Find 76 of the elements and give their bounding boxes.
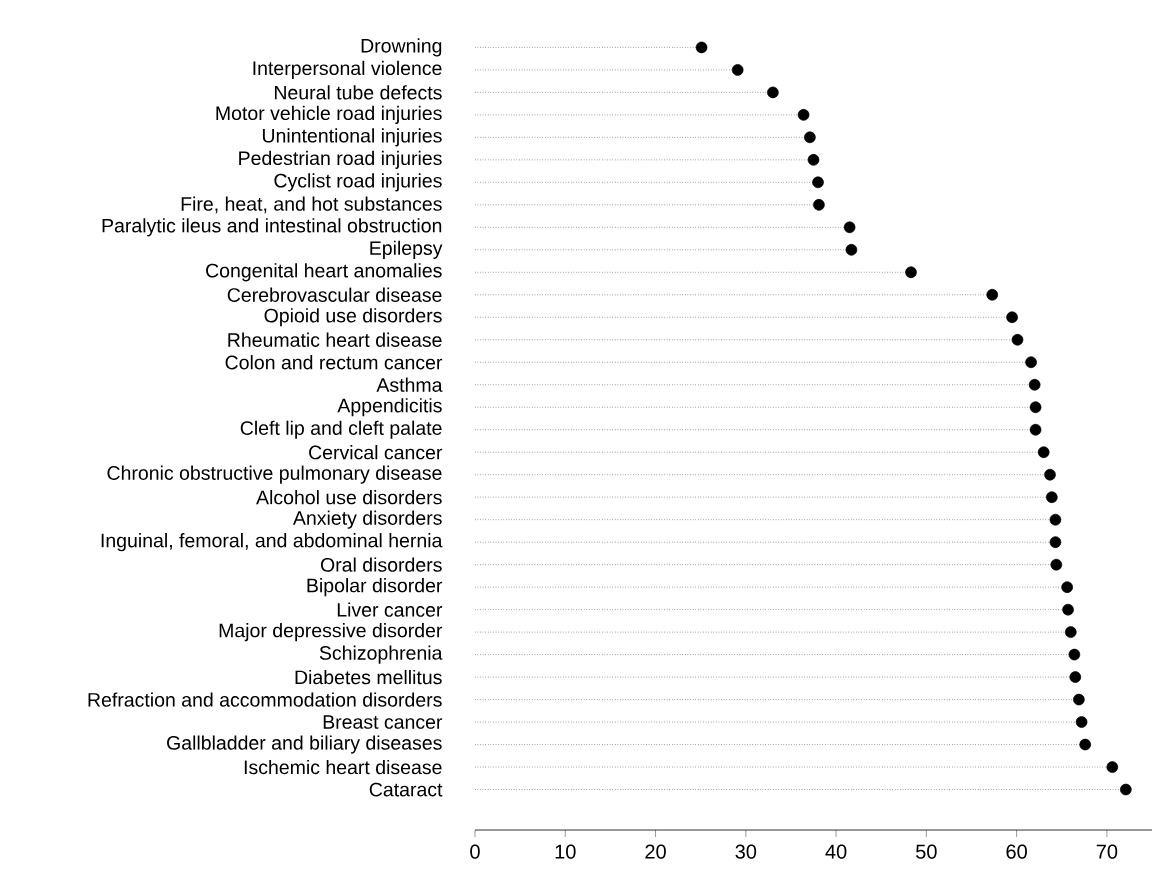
y-tick-label: Anxiety disorders xyxy=(292,510,442,529)
y-tick-label: Drowning xyxy=(361,38,442,57)
point xyxy=(1029,401,1042,414)
point xyxy=(807,154,820,166)
y-tick-label: Rheumatic heart disease xyxy=(228,332,442,347)
x-tick-label: 70 xyxy=(1096,844,1118,859)
point xyxy=(986,288,999,301)
point xyxy=(1069,671,1082,683)
point xyxy=(1025,356,1037,369)
y-tick-label: Cleft lip and cleft palate xyxy=(240,420,442,439)
y-tick-label: Paralytic ileus and intestinal obstruction xyxy=(102,218,442,237)
y-tick-label: Inguinal, femoral, and abdominal hernia xyxy=(101,533,443,552)
point xyxy=(1079,738,1092,751)
y-tick-label: Cervical cancer xyxy=(309,445,443,460)
y-tick-label: Opioid use disorders xyxy=(264,308,442,327)
point xyxy=(1046,491,1058,503)
point xyxy=(1075,716,1088,728)
y-tick-label: Congenital heart anomalies xyxy=(206,263,442,282)
x-tick-label: 20 xyxy=(645,844,666,859)
point xyxy=(905,266,917,279)
y-tick-label: Motor vehicle road injuries xyxy=(216,105,442,124)
y-tick-label: Appendicitis xyxy=(337,398,442,417)
x-tick-label: 50 xyxy=(916,844,937,859)
point xyxy=(1049,513,1062,526)
y-tick-label: Asthma xyxy=(376,377,443,392)
point xyxy=(1029,423,1042,436)
point xyxy=(1064,626,1077,638)
y-tick-label: Pedestrian road injuries xyxy=(239,150,442,169)
y-tick-label: Diabetes mellitus xyxy=(295,669,442,685)
x-tick-label: 60 xyxy=(1006,844,1027,859)
point xyxy=(695,41,708,54)
y-tick-label: Cataract xyxy=(369,782,443,797)
point xyxy=(1120,783,1132,796)
y-tick-label: Cyclist road injuries xyxy=(274,173,442,192)
point xyxy=(1061,581,1073,593)
y-tick-label: Interpersonal violence xyxy=(253,60,442,79)
x-tick-label: 0 xyxy=(470,844,480,859)
x-tick-label: 40 xyxy=(825,844,847,859)
point xyxy=(1050,558,1063,571)
point xyxy=(845,244,858,256)
y-tick-label: Unintentional injuries xyxy=(262,128,442,147)
point xyxy=(1068,648,1081,661)
point xyxy=(797,109,810,121)
y-tick-label: Alcohol use disorders xyxy=(256,490,442,505)
point xyxy=(1037,446,1050,458)
y-tick-label: Chronic obstructive pulmonary disease xyxy=(107,465,442,484)
x-tick-label: 10 xyxy=(555,844,576,859)
point xyxy=(1028,378,1041,391)
point xyxy=(767,86,779,99)
point xyxy=(843,221,856,234)
point xyxy=(813,199,825,211)
point xyxy=(804,131,816,144)
y-tick-label: Refraction and accommodation disorders xyxy=(88,692,442,707)
y-tick-label: Schizophrenia xyxy=(319,645,443,664)
point xyxy=(1073,693,1085,706)
y-tick-label: Colon and rectum cancer xyxy=(225,355,443,370)
y-tick-label: Neural tube defects xyxy=(274,85,442,100)
y-tick-label: Liver cancer xyxy=(337,602,443,617)
point xyxy=(1011,333,1024,346)
point xyxy=(731,64,744,76)
y-tick-label: Fire, heat, and hot substances xyxy=(181,196,442,214)
point xyxy=(812,176,824,189)
point xyxy=(1044,468,1056,481)
y-tick-label: Breast cancer xyxy=(323,715,443,729)
y-tick-label: Major depressive disorder xyxy=(219,623,443,642)
y-tick-label: Oral disorders xyxy=(320,557,442,572)
y-tick-label: Gallbladder and biliary diseases xyxy=(167,735,442,754)
y-tick-label: Bipolar disorder xyxy=(307,578,443,597)
x-tick-label: 30 xyxy=(735,844,757,859)
y-tick-label: Cerebrovascular disease xyxy=(227,287,442,302)
point xyxy=(1062,603,1074,616)
y-tick-label: Ischemic heart disease xyxy=(244,759,442,775)
point xyxy=(1106,761,1119,773)
y-tick-label: Epilepsy xyxy=(370,240,443,259)
point xyxy=(1006,311,1018,324)
point xyxy=(1049,536,1062,548)
